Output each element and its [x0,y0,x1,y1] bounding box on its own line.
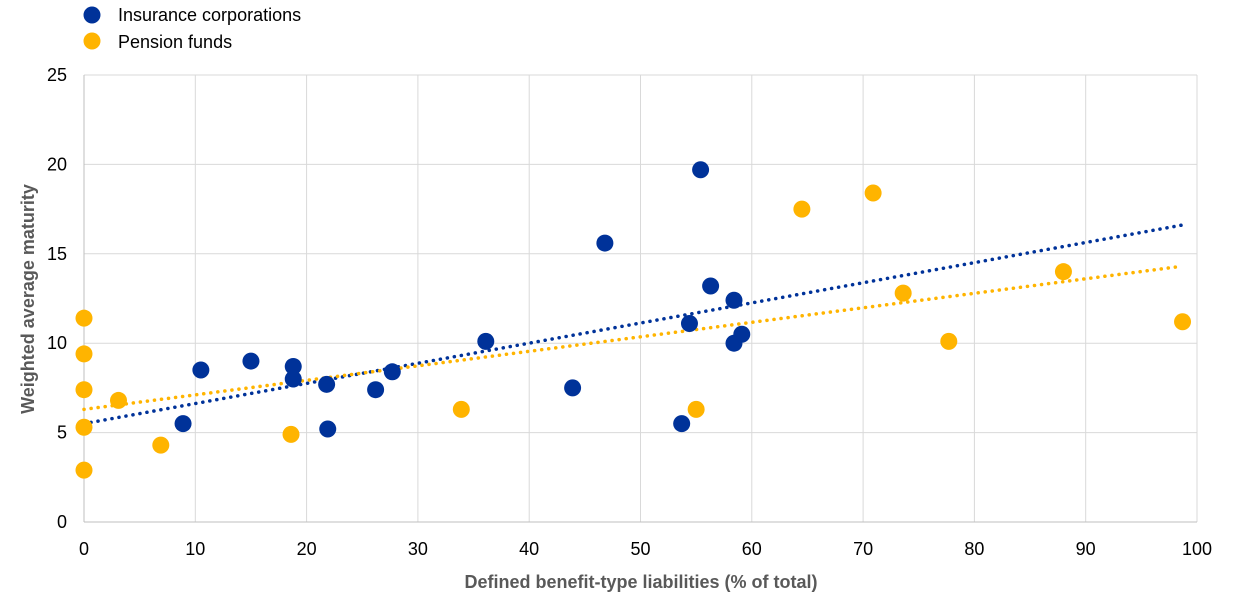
x-tick-label: 30 [408,539,428,559]
data-point-series-0 [383,363,401,381]
data-point-series-1 [152,436,170,454]
data-point-series-0 [284,357,302,375]
x-tick-label: 50 [630,539,650,559]
data-point-series-1 [1054,263,1072,281]
x-tick-label: 20 [297,539,317,559]
x-tick-label: 10 [185,539,205,559]
y-tick-label: 15 [47,244,67,264]
trendlines [82,223,1184,426]
x-axis-title: Defined benefit-type liabilities (% of t… [464,572,817,592]
data-point-series-0 [318,375,336,393]
data-point-series-0 [284,370,302,388]
data-point-series-1 [687,400,705,418]
x-tick-label: 0 [79,539,89,559]
x-tick-label: 60 [742,539,762,559]
data-point-series-0 [477,332,495,350]
data-point-series-1 [75,345,93,363]
data-point-series-1 [864,184,882,202]
legend-marker-pension [83,32,101,50]
data-point-series-1 [894,284,912,302]
data-point-series-0 [242,352,260,370]
gridlines [83,74,1198,523]
y-axis-title: Weighted average maturity [18,184,38,414]
x-tick-label: 90 [1076,539,1096,559]
data-point-series-1 [75,418,93,436]
data-point-series-0 [673,415,691,433]
y-tick-labels: 0 5 10 15 20 25 [47,65,67,532]
x-tick-label: 80 [964,539,984,559]
data-point-series-0 [596,234,614,252]
x-tick-label: 100 [1182,539,1212,559]
legend: Insurance corporations Pension funds [83,5,301,52]
trendline-series-1 [82,264,1184,412]
data-point-series-0 [680,315,698,333]
data-points [75,161,1192,479]
legend-label-insurance: Insurance corporations [118,5,301,25]
data-point-series-1 [110,391,128,409]
data-point-series-1 [1174,313,1192,331]
y-tick-label: 5 [57,423,67,443]
data-point-series-0 [702,277,720,295]
data-point-series-1 [75,309,93,327]
data-point-series-1 [793,200,811,218]
data-point-series-0 [192,361,210,379]
y-tick-label: 25 [47,65,67,85]
y-tick-label: 10 [47,333,67,353]
legend-marker-insurance [83,6,101,24]
data-point-series-1 [75,381,93,399]
x-tick-label: 40 [519,539,539,559]
data-point-series-0 [174,415,192,433]
data-point-series-0 [725,291,743,309]
data-point-series-0 [367,381,385,399]
data-point-series-1 [940,332,958,350]
x-tick-labels: 0 10 20 30 40 50 60 70 80 90 100 [79,539,1212,559]
data-point-series-1 [282,425,300,443]
data-point-series-1 [452,400,470,418]
y-tick-label: 0 [57,512,67,532]
y-tick-label: 20 [47,154,67,174]
x-tick-label: 70 [853,539,873,559]
data-point-series-0 [733,325,751,343]
data-point-series-0 [692,161,710,179]
legend-label-pension: Pension funds [118,32,232,52]
trendline-series-0 [82,223,1184,426]
data-point-series-1 [75,461,93,479]
legend-item-pension: Pension funds [83,32,232,52]
data-point-series-0 [564,379,582,397]
data-point-series-0 [319,420,337,438]
legend-item-insurance: Insurance corporations [83,5,301,25]
